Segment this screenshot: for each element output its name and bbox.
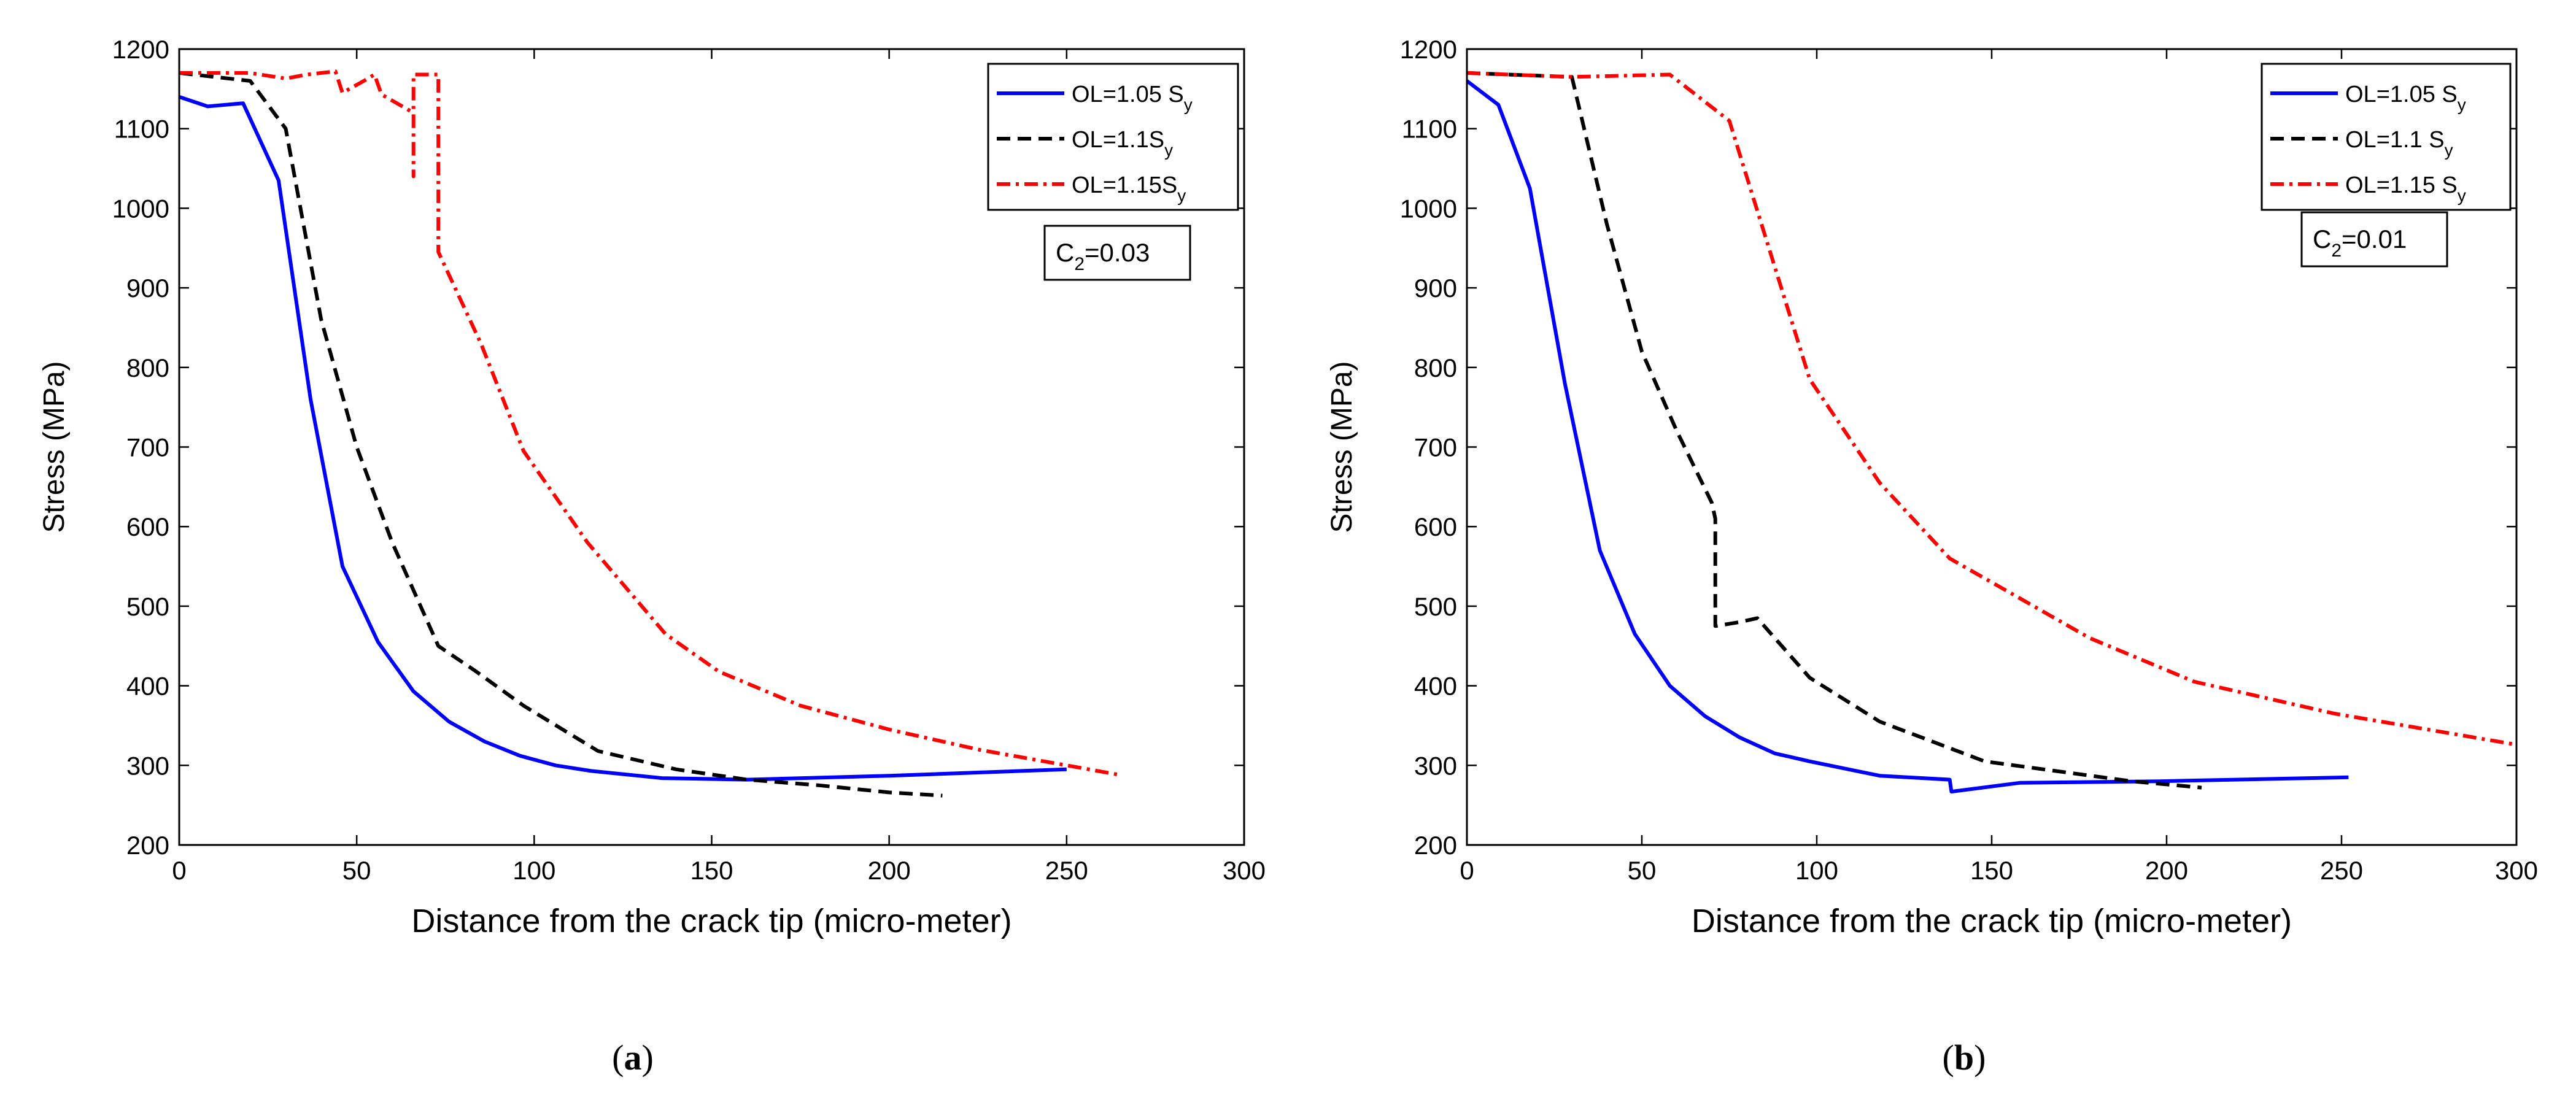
- series-line-3: [179, 69, 1121, 777]
- annotation-box: [1043, 225, 1191, 281]
- x-axis-label: Distance from the crack tip (micro-meter…: [411, 903, 1011, 939]
- legend-label-subscript: y: [2458, 186, 2466, 205]
- legend-label-subscript: y: [1184, 95, 1193, 114]
- x-tick-label: 150: [1970, 856, 2013, 885]
- x-tick-label: 250: [2320, 856, 2363, 885]
- y-tick-label: 1200: [1400, 35, 1457, 64]
- y-tick-label: 1000: [1400, 194, 1457, 223]
- axes-box: [178, 48, 1245, 846]
- y-tick-label: 200: [1414, 831, 1457, 860]
- x-tick-label: 200: [2145, 856, 2188, 885]
- x-tick-label: 50: [1628, 856, 1657, 885]
- x-tick-label: 150: [690, 856, 733, 885]
- y-tick-label: 500: [126, 592, 169, 621]
- y-tick-label: 400: [1414, 672, 1457, 701]
- y-tick-label: 1000: [112, 194, 169, 223]
- x-tick-label: 0: [1460, 856, 1474, 885]
- y-tick-label: 1100: [114, 115, 169, 144]
- y-tick-label: 600: [126, 512, 169, 541]
- panel-label-a: (a): [612, 1038, 654, 1078]
- panel-label-a-letter: a: [624, 1038, 642, 1078]
- annotation-value: =0.03: [1085, 238, 1150, 267]
- series-line-1: [179, 94, 1067, 782]
- chart-panel-b: 200 300 400 500 600 700 800 900 1000 1100 1200 0 50 1…: [1326, 35, 2538, 939]
- y-tick-label: 800: [1414, 353, 1457, 382]
- x-tick-label: 100: [512, 856, 555, 885]
- y-tick-label: 1100: [1402, 115, 1457, 144]
- axes-box: [1466, 48, 2518, 846]
- y-tick-label: 900: [1414, 274, 1457, 303]
- x-tick-label: 100: [1795, 856, 1838, 885]
- x-tick-label: 250: [1045, 856, 1088, 885]
- y-tick-label: 600: [1414, 512, 1457, 541]
- x-tick-label: 300: [2495, 856, 2538, 885]
- series-line-2: [179, 71, 943, 798]
- legend-label-subscript: y: [2445, 141, 2453, 160]
- y-tick-label: 400: [126, 672, 169, 701]
- annotation-subscript: 2: [1074, 254, 1085, 274]
- x-tick-label: 0: [172, 856, 186, 885]
- chart-panel-a: 200 300 400 500 600 700 800 900 1000 1100 1200 0 50 1…: [38, 35, 1266, 939]
- legend-label-subscript: y: [1177, 186, 1186, 205]
- legend-label-subscript: y: [2458, 95, 2466, 114]
- x-axis-label: Distance from the crack tip (micro-meter…: [1692, 903, 2292, 939]
- annotation-value: =0.01: [2342, 225, 2407, 253]
- y-tick-label: 200: [126, 831, 169, 860]
- annotation-subscript: 2: [2331, 241, 2342, 261]
- x-tick-label: 200: [868, 856, 911, 885]
- y-axis-label: Stress (MPa): [1326, 361, 1358, 533]
- legend-label-subscript: y: [1164, 141, 1173, 160]
- panel-label-b-letter: b: [1954, 1038, 1975, 1078]
- annotation-box: [2300, 211, 2448, 268]
- series-line-1: [1467, 79, 2349, 794]
- y-tick-label: 300: [1414, 751, 1457, 780]
- series-line-2: [1467, 71, 2202, 790]
- x-tick-label: 50: [342, 856, 371, 885]
- y-tick-label: 1200: [112, 35, 169, 64]
- panel-label-b: (b): [1942, 1038, 1986, 1078]
- series-line-3: [1467, 71, 2516, 747]
- x-tick-label: 300: [1223, 856, 1266, 885]
- y-tick-label: 700: [126, 433, 169, 462]
- y-tick-label: 800: [126, 353, 169, 382]
- y-axis-label: Stress (MPa): [38, 361, 71, 533]
- y-tick-label: 700: [1414, 433, 1457, 462]
- y-tick-label: 900: [126, 274, 169, 303]
- y-tick-label: 300: [126, 751, 169, 780]
- y-tick-label: 500: [1414, 592, 1457, 621]
